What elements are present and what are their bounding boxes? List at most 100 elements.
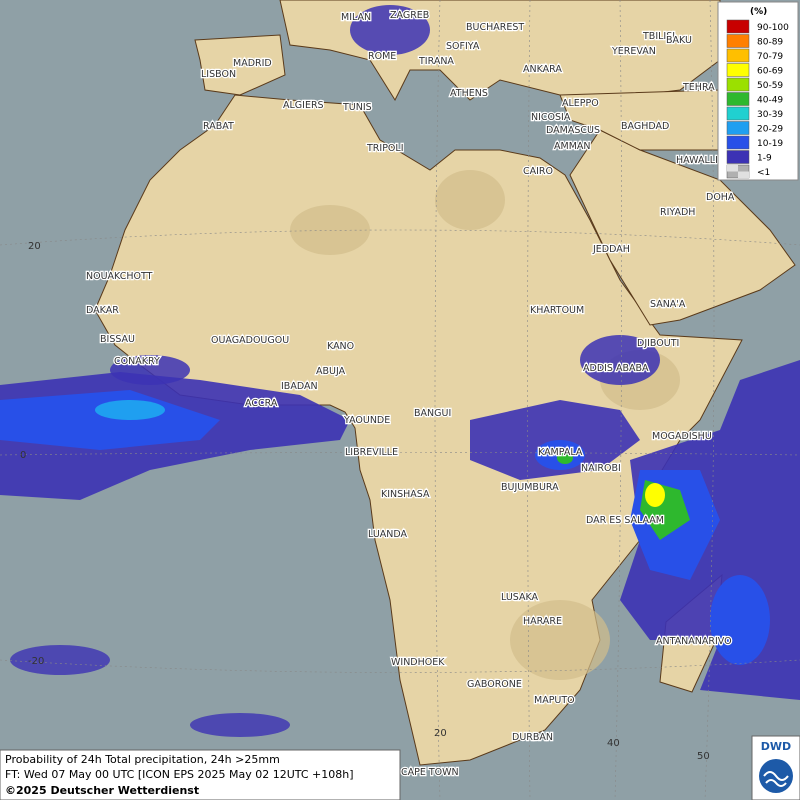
- lat-label: -20: [28, 656, 44, 667]
- legend-swatch: [726, 77, 750, 92]
- city-label: LIBREVILLE: [345, 447, 398, 458]
- logo-waves: [763, 771, 789, 787]
- city-label: BISSAU: [100, 334, 135, 345]
- legend-label: 60-69: [757, 67, 783, 77]
- city-label: DAKAR: [86, 305, 119, 316]
- legend-swatch: [726, 34, 750, 48]
- legend-swatch: [726, 150, 750, 164]
- city-label: ACCRA: [245, 398, 278, 409]
- city-label: CAPE TOWN: [401, 767, 459, 778]
- city-label: GABORONE: [467, 679, 522, 690]
- city-label: ANKARA: [523, 64, 562, 75]
- lon-label: 50: [697, 751, 710, 762]
- city-label: DAMASCUS: [546, 125, 600, 136]
- city-label: MADRID: [233, 58, 272, 69]
- legend-swatch: [726, 135, 750, 150]
- city-label: MAPUTO: [534, 695, 575, 706]
- city-label: DOHA: [706, 192, 735, 203]
- legend-checker: [727, 165, 738, 172]
- legend-label: 70-79: [757, 52, 783, 62]
- city-label: NAIROBI: [581, 463, 621, 474]
- city-label: ABUJA: [316, 366, 346, 377]
- legend-checker: [738, 171, 749, 178]
- city-label: BAKU: [666, 35, 692, 46]
- city-label: OUAGADOUGOU: [211, 335, 289, 346]
- city-label: DAR ES SALAAM: [586, 515, 664, 526]
- city-label: TIRANA: [418, 56, 454, 67]
- city-label: ZAGREB: [390, 10, 429, 21]
- city-label: BAGHDAD: [621, 121, 669, 132]
- city-label: MILAN: [341, 12, 371, 23]
- city-label: KAMPALA: [538, 447, 583, 458]
- city-label: TRIPOLI: [366, 143, 404, 154]
- city-label: KINSHASA: [381, 489, 430, 500]
- legend-swatch: [726, 19, 750, 34]
- logo: DWD: [751, 735, 800, 800]
- city-label: ROME: [368, 51, 396, 62]
- legend-swatch: [726, 106, 750, 121]
- city-label: TEHRA: [682, 82, 715, 93]
- legend-label: 80-89: [757, 38, 783, 48]
- city-label: YEREVAN: [611, 46, 656, 57]
- city-label: LUSAKA: [501, 592, 539, 603]
- city-label: ADDIS ABABA: [583, 363, 649, 374]
- legend-swatch: [726, 92, 750, 106]
- city-label: RIYADH: [660, 207, 695, 218]
- city-label: IBADAN: [281, 381, 318, 392]
- footer-line: FT: Wed 07 May 00 UTC [ICON EPS 2025 May…: [5, 768, 354, 781]
- city-label: ATHENS: [450, 88, 488, 99]
- lon-label: 20: [434, 728, 447, 739]
- legend-label: 1-9: [757, 154, 772, 164]
- city-label: ALGIERS: [283, 100, 324, 111]
- footer: Probability of 24h Total precipitation, …: [0, 749, 401, 800]
- city-label: CAIRO: [523, 166, 553, 177]
- copyright: ©2025 Deutscher Wetterdienst: [5, 784, 199, 797]
- lat-label: 20: [28, 241, 41, 252]
- legend-label: 40-49: [757, 96, 783, 106]
- city-label: DJIBOUTI: [637, 338, 679, 349]
- legend-label: 10-19: [757, 139, 783, 149]
- legend-label: 20-29: [757, 125, 783, 135]
- land: [94, 0, 796, 766]
- city-label: RABAT: [203, 121, 234, 132]
- city-label: KANO: [327, 341, 354, 352]
- city-label: JEDDAH: [592, 244, 630, 255]
- city-label: LISBON: [201, 69, 236, 80]
- lon-label: 30: [524, 732, 537, 743]
- city-label: BUCHAREST: [466, 22, 524, 33]
- city-label: HARARE: [523, 616, 562, 627]
- city-label: LUANDA: [368, 529, 408, 540]
- legend-label: <1: [757, 168, 770, 178]
- city-label: NICOSIA: [531, 112, 571, 123]
- legend: (%) 90-100 80-89 70-79 60-69 50-59 40-49 30-39…: [717, 1, 799, 181]
- city-label: AMMAN: [554, 141, 591, 152]
- legend-swatch: [726, 63, 750, 77]
- city-label: ANTANANARIVO: [656, 636, 732, 647]
- city-label: SANA'A: [650, 299, 686, 310]
- city-label: DURBAN: [512, 732, 553, 743]
- city-label: HAWALLI: [676, 155, 718, 166]
- city-label: NOUAKCHOTT: [86, 271, 153, 282]
- city-label: ALEPPO: [562, 98, 599, 109]
- city-label: MOGADISHU: [652, 431, 712, 442]
- grid-labels: 20 0 -20 20 30 40 50: [20, 241, 710, 762]
- footer-box: [0, 749, 401, 800]
- city-label: BANGUI: [414, 408, 451, 419]
- legend-label: 30-39: [757, 110, 783, 120]
- city-label: YAOUNDE: [343, 415, 390, 426]
- logo-text: DWD: [761, 740, 791, 753]
- city-label: TUNIS: [342, 102, 372, 113]
- city-labels: MILAN ZAGREB BUCHAREST ROME SOFIYA TIRAN…: [85, 9, 736, 780]
- legend-label: 50-59: [757, 81, 783, 91]
- city-label: CONAKRY: [114, 356, 160, 367]
- footer-line: Probability of 24h Total precipitation, …: [5, 753, 280, 766]
- legend-label: 90-100: [757, 23, 789, 33]
- legend-swatch: [726, 121, 750, 135]
- city-label: TBILISI: [642, 31, 675, 42]
- city-label: BUJUMBURA: [501, 482, 559, 493]
- legend-swatch: [726, 48, 750, 63]
- lat-label: 0: [20, 450, 26, 461]
- city-label: SOFIYA: [446, 41, 480, 52]
- legend-title: (%): [750, 7, 767, 17]
